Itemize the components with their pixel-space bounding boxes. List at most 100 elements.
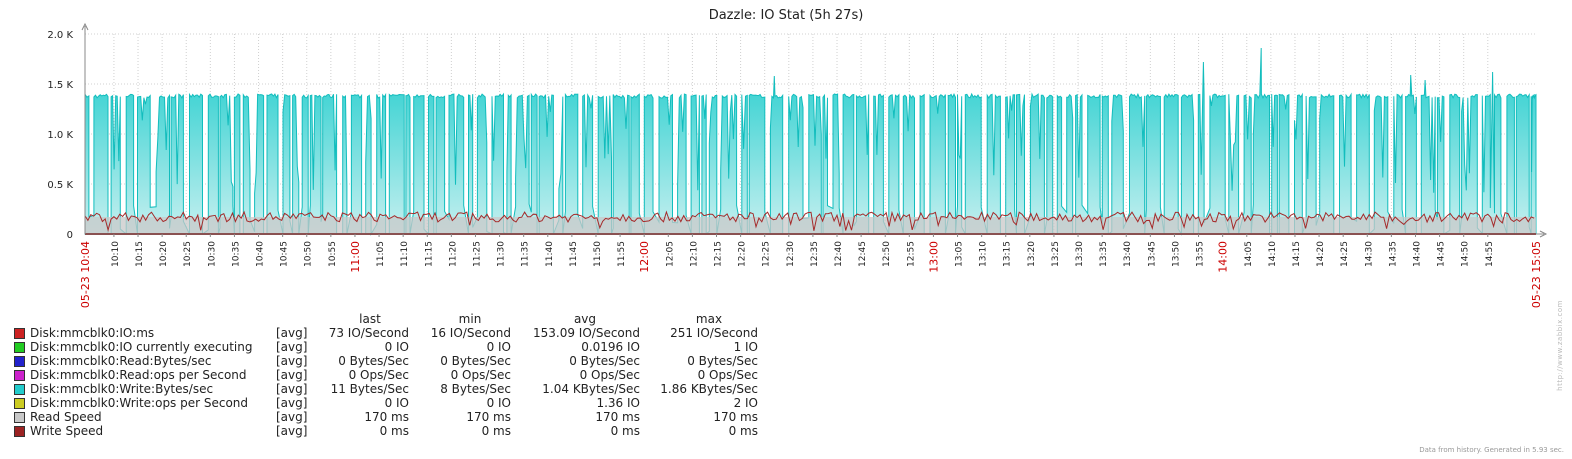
- legend-value-min: 0 IO: [486, 340, 511, 354]
- legend-value-max: 0 Bytes/Sec: [687, 354, 758, 368]
- x-tick-label: 12:35: [810, 241, 820, 267]
- x-tick-label: 13:35: [1099, 241, 1109, 267]
- x-start-label: 05-23 10:04: [79, 241, 92, 308]
- x-tick-label: 12:45: [858, 241, 868, 267]
- chart-title: Dazzle: IO Stat (5h 27s): [708, 8, 864, 23]
- x-tick-label: 12:55: [906, 241, 916, 267]
- legend-swatch: [14, 384, 25, 395]
- x-tick-label: 11:25: [472, 241, 482, 267]
- x-axis-arrow: [1539, 230, 1548, 238]
- x-tick-label: 10:55: [328, 241, 338, 267]
- legend-value-avg: 0 Bytes/Sec: [569, 354, 640, 368]
- y-tick-label: 0: [67, 230, 73, 241]
- legend-value-avg: 0 Ops/Sec: [579, 368, 640, 382]
- x-tick-label: 14:20: [1316, 241, 1326, 267]
- x-tick-label: 14:35: [1388, 241, 1398, 267]
- legend-item-func: [avg]: [276, 368, 308, 382]
- x-tick-label: 13:40: [1123, 241, 1133, 267]
- legend-item-name: Read Speed: [30, 410, 102, 424]
- legend-swatch: [14, 328, 25, 339]
- legend-row: Disk:mmcblk0:Write:Bytes/sec [avg] 11 Byte…: [0, 382, 780, 396]
- legend-value-min: 8 Bytes/Sec: [440, 382, 511, 396]
- x-tick-label: 14:40: [1412, 241, 1422, 267]
- legend-row: Disk:mmcblk0:Read:Bytes/sec [avg] 0 Bytes/…: [0, 354, 780, 368]
- x-tick-label: 14:30: [1364, 241, 1374, 267]
- legend-value-avg: 1.36 IO: [596, 396, 640, 410]
- legend-row: Write Speed [avg] 0 ms 0 ms 0 ms 0 ms: [0, 424, 780, 438]
- x-tick-label: 10:30: [207, 241, 217, 267]
- legend-row: Disk:mmcblk0:IO:ms [avg] 73 IO/Second 16 IO…: [0, 326, 780, 340]
- x-tick-label: 10:50: [304, 241, 314, 267]
- generation-note: Data from history. Generated in 5.93 sec…: [1419, 446, 1564, 454]
- x-tick-label: 12:05: [665, 241, 675, 267]
- legend-header-last: last: [359, 312, 381, 326]
- legend-item-func: [avg]: [276, 354, 308, 368]
- legend-value-min: 0 Bytes/Sec: [440, 354, 511, 368]
- x-tick-label: 10:10: [111, 241, 121, 267]
- legend-value-min: 16 IO/Second: [430, 326, 511, 340]
- x-tick-label: 11:10: [400, 241, 410, 267]
- legend-value-last: 73 IO/Second: [328, 326, 409, 340]
- legend-item-name: Disk:mmcblk0:Write:ops per Second: [30, 396, 249, 410]
- legend-value-last: 0 IO: [384, 396, 409, 410]
- legend-item-func: [avg]: [276, 396, 308, 410]
- x-tick-label: 11:20: [448, 241, 458, 267]
- legend-item-func: [avg]: [276, 326, 308, 340]
- legend-item-name: Disk:mmcblk0:Read:ops per Second: [30, 368, 247, 382]
- series-write-bytes-area: [84, 47, 1537, 236]
- x-tick-label: 14:10: [1268, 241, 1278, 267]
- x-tick-label: 10:40: [256, 241, 266, 267]
- legend-swatch: [14, 370, 25, 381]
- legend-value-avg: 0 ms: [610, 424, 640, 438]
- x-tick-label: 11:40: [545, 241, 555, 267]
- y-tick-label: 1.5 K: [47, 80, 73, 91]
- legend-swatch: [14, 342, 25, 353]
- x-tick-label: 13:55: [1196, 241, 1206, 267]
- legend-value-last: 0 Bytes/Sec: [338, 354, 409, 368]
- x-tick-label: 14:50: [1461, 241, 1471, 267]
- legend-header-avg: avg: [573, 312, 597, 326]
- x-tick-label: 12:10: [689, 241, 699, 267]
- x-tick-label: 11:35: [521, 241, 531, 267]
- legend-value-avg: 153.09 IO/Second: [533, 326, 640, 340]
- x-end-label: 05-23 15:05: [1530, 241, 1543, 308]
- legend-value-avg: 0.0196 IO: [581, 340, 640, 354]
- x-tick-label: 11:00: [349, 241, 362, 273]
- y-tick-label: 0.5 K: [47, 180, 73, 191]
- legend-item-func: [avg]: [276, 340, 308, 354]
- legend-item-name: Disk:mmcblk0:Read:Bytes/sec: [30, 354, 212, 368]
- legend-value-min: 0 IO: [486, 396, 511, 410]
- legend-value-last: 0 ms: [379, 424, 409, 438]
- x-tick-label: 14:05: [1244, 241, 1254, 267]
- legend-header-min: min: [458, 312, 482, 326]
- zabbix-watermark: http://www.zabbix.com: [1556, 300, 1564, 391]
- x-tick-label: 14:55: [1485, 241, 1495, 267]
- series-read-speed-area: [85, 217, 1536, 234]
- y-axis-arrow: [81, 22, 89, 31]
- legend-row: Disk:mmcblk0:IO currently executing [avg]…: [0, 340, 780, 354]
- legend-value-avg: 1.04 KBytes/Sec: [542, 382, 640, 396]
- x-tick-label: 13:00: [927, 241, 940, 273]
- x-tick-label: 10:15: [135, 241, 145, 267]
- legend-item-func: [avg]: [276, 424, 308, 438]
- x-tick-label: 11:05: [376, 241, 386, 267]
- legend-item-name: Write Speed: [30, 424, 104, 438]
- legend-value-last: 0 IO: [384, 340, 409, 354]
- x-tick-label: 12:00: [638, 241, 651, 273]
- x-tick-label: 13:05: [955, 241, 965, 267]
- x-tick-label: 12:50: [882, 241, 892, 267]
- x-tick-label: 10:45: [280, 241, 290, 267]
- x-tick-label: 10:35: [231, 241, 241, 267]
- x-tick-label: 14:00: [1217, 241, 1230, 273]
- legend-value-max: 0 Ops/Sec: [697, 368, 758, 382]
- legend-value-min: 0 ms: [481, 424, 511, 438]
- x-tick-label: 10:20: [159, 241, 169, 267]
- legend-value-max: 0 ms: [728, 424, 758, 438]
- legend-row: Disk:mmcblk0:Read:ops per Second [avg] 0 O…: [0, 368, 780, 382]
- legend-swatch: [14, 356, 25, 367]
- x-tick-label: 11:15: [424, 241, 434, 267]
- legend-value-avg: 170 ms: [595, 410, 640, 424]
- x-tick-label: 11:50: [593, 241, 603, 267]
- legend-item-name: Disk:mmcblk0:IO:ms: [30, 326, 155, 340]
- x-tick-label: 13:25: [1051, 241, 1061, 267]
